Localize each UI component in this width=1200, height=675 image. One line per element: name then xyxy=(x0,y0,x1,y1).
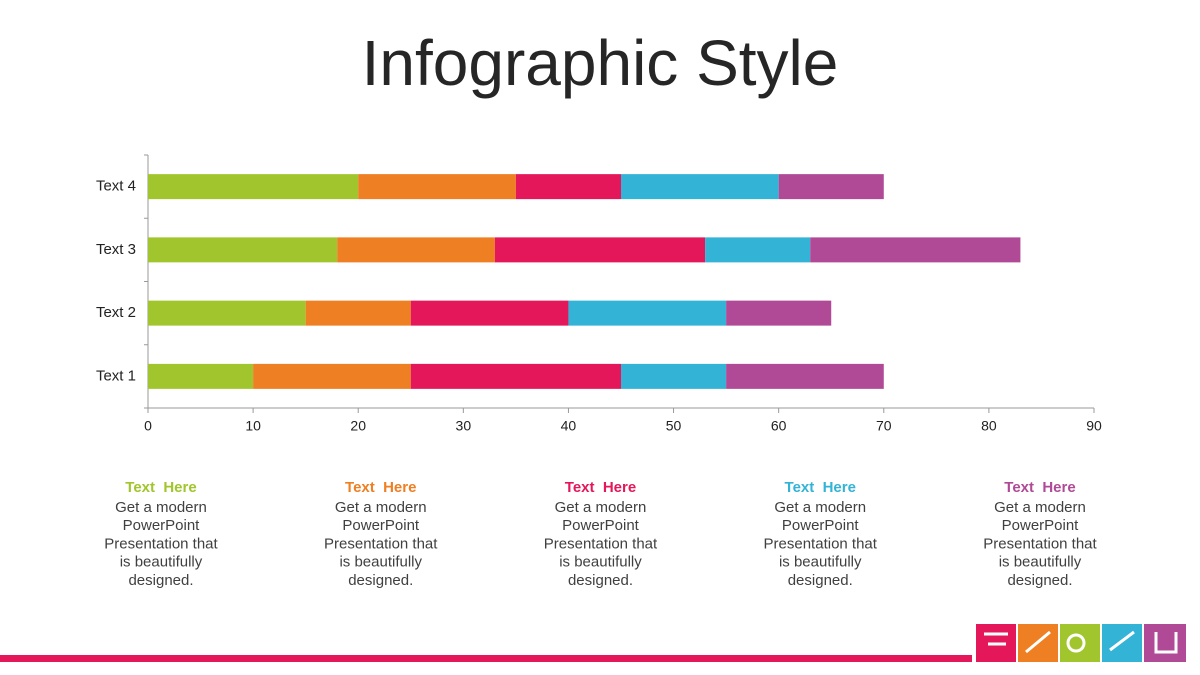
caption-title: Text Here xyxy=(1004,479,1075,496)
x-tick-label: 20 xyxy=(350,418,366,434)
bar-segment xyxy=(494,237,706,263)
bar-segment xyxy=(305,300,411,326)
caption-text: designed. xyxy=(128,572,193,589)
x-tick-label: 40 xyxy=(561,418,577,434)
logo-tile xyxy=(1102,624,1142,662)
x-tick-label: 10 xyxy=(245,418,261,434)
bar-segment xyxy=(148,300,306,326)
bar-segment xyxy=(148,174,359,200)
caption-text: is beautifully xyxy=(559,554,642,571)
logo xyxy=(976,624,1186,662)
caption-title: Text Here xyxy=(125,479,196,496)
chart-title: Infographic Style xyxy=(362,27,839,99)
caption-text: Get a modern xyxy=(335,499,427,516)
caption-text: Presentation that xyxy=(104,535,218,552)
logo-glyph xyxy=(984,630,1178,654)
x-tick-label: 90 xyxy=(1086,418,1102,434)
caption-title: Text Here xyxy=(565,479,636,496)
x-tick-label: 70 xyxy=(876,418,892,434)
caption-text: Presentation that xyxy=(544,535,658,552)
y-tick-label: Text 4 xyxy=(96,178,136,195)
x-tick-label: 80 xyxy=(981,418,997,434)
caption-text: Get a modern xyxy=(555,499,647,516)
y-tick-label: Text 2 xyxy=(96,304,136,321)
x-tick-label: 0 xyxy=(144,418,152,434)
bar-segment xyxy=(568,300,727,326)
bar-segment xyxy=(410,363,621,389)
logo-tile xyxy=(1060,624,1100,662)
caption-text: Presentation that xyxy=(764,535,878,552)
caption-text: is beautifully xyxy=(120,554,203,571)
caption-text: Get a modern xyxy=(115,499,207,516)
caption-title: Text Here xyxy=(785,479,856,496)
caption-text: Presentation that xyxy=(324,535,438,552)
caption-text: is beautifully xyxy=(339,554,422,571)
caption-text: Get a modern xyxy=(774,499,866,516)
caption-text: Get a modern xyxy=(994,499,1086,516)
bar-segment xyxy=(810,237,1021,263)
bar-segment xyxy=(621,363,727,389)
caption-text: is beautifully xyxy=(999,554,1082,571)
bar-segment xyxy=(705,237,811,263)
caption-text: is beautifully xyxy=(779,554,862,571)
bar-segment xyxy=(337,237,495,263)
bar-segment xyxy=(621,174,779,200)
caption-text: PowerPoint xyxy=(562,517,640,534)
caption-text: PowerPoint xyxy=(342,517,420,534)
caption-text: Presentation that xyxy=(983,535,1097,552)
y-tick-label: Text 1 xyxy=(96,367,136,384)
bar-segment xyxy=(410,300,569,326)
logo-tile xyxy=(1144,624,1186,662)
caption-title: Text Here xyxy=(345,479,416,496)
bar-segment xyxy=(358,174,516,200)
caption-text: designed. xyxy=(568,572,633,589)
bar-segment xyxy=(515,174,621,200)
bar-segment xyxy=(148,363,254,389)
caption-text: PowerPoint xyxy=(123,517,201,534)
bar-segment xyxy=(726,300,832,326)
bar-segment xyxy=(148,237,338,263)
bar-segment xyxy=(778,174,884,200)
caption-text: PowerPoint xyxy=(782,517,860,534)
y-tick-label: Text 3 xyxy=(96,241,136,258)
x-tick-label: 50 xyxy=(666,418,682,434)
x-tick-label: 30 xyxy=(456,418,472,434)
caption-text: designed. xyxy=(788,572,853,589)
caption-text: designed. xyxy=(1007,572,1072,589)
bar-segment xyxy=(726,363,884,389)
x-tick-label: 60 xyxy=(771,418,787,434)
caption-text: PowerPoint xyxy=(1002,517,1080,534)
caption-text: designed. xyxy=(348,572,413,589)
footer-bar xyxy=(0,655,972,662)
bar-segment xyxy=(253,363,411,389)
